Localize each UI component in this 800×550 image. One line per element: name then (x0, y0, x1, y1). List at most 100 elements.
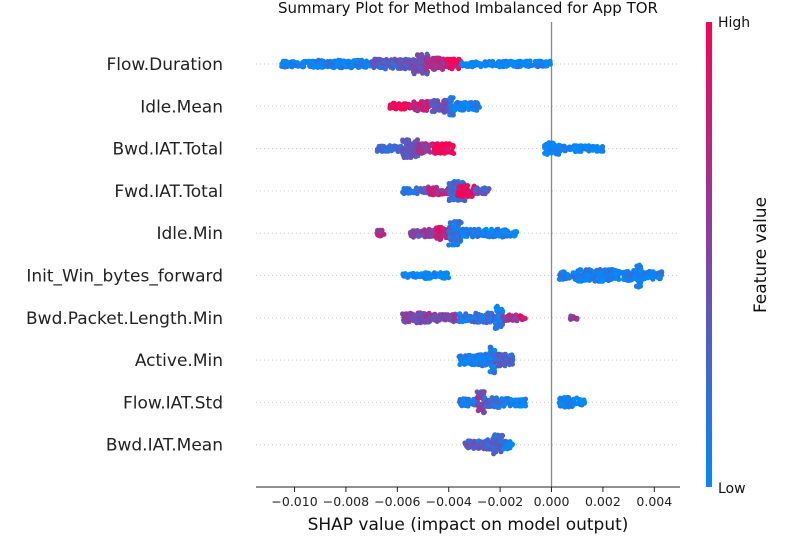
data-point (627, 271, 633, 277)
data-point (659, 270, 665, 276)
colorbar (706, 22, 712, 487)
data-point (427, 187, 432, 192)
data-point (465, 231, 471, 237)
data-point (381, 231, 387, 237)
data-point (452, 230, 458, 236)
colorbar-high-label: High (718, 15, 750, 31)
data-point (465, 398, 471, 404)
data-point (404, 146, 410, 152)
data-point (437, 237, 443, 243)
data-point (413, 312, 419, 318)
data-point (336, 57, 342, 63)
data-point (460, 397, 466, 403)
data-point (499, 432, 505, 438)
data-point (492, 370, 497, 376)
data-point (443, 314, 449, 320)
data-point (556, 276, 562, 282)
data-point (411, 67, 417, 73)
data-point (377, 147, 383, 153)
feature-label: Bwd.IAT.Total (112, 140, 223, 160)
data-point (451, 57, 456, 63)
data-point (480, 230, 485, 236)
data-point (279, 61, 285, 67)
data-point (456, 189, 461, 195)
data-point (418, 311, 424, 317)
data-point (488, 363, 494, 369)
data-point (497, 307, 503, 312)
data-point (374, 57, 380, 63)
data-point (571, 396, 577, 402)
data-point (311, 64, 317, 70)
data-point (577, 277, 583, 283)
data-point (502, 62, 508, 68)
data-point (500, 228, 506, 234)
data-point (503, 317, 509, 323)
data-point (592, 273, 598, 279)
data-point (469, 362, 475, 368)
data-point (422, 107, 428, 112)
data-point (363, 64, 369, 70)
data-point (622, 272, 628, 278)
data-point (510, 441, 516, 447)
data-point (476, 319, 482, 325)
data-point (483, 399, 489, 405)
x-tick-label: 0.002 (585, 494, 621, 509)
data-point (534, 63, 540, 69)
data-point (492, 348, 498, 353)
data-point (400, 150, 405, 156)
data-point (487, 369, 493, 375)
data-point (590, 143, 596, 149)
data-point (325, 59, 331, 65)
data-point (439, 65, 445, 71)
data-point (571, 146, 577, 152)
colorbar-low-label: Low (718, 481, 746, 497)
data-point (345, 62, 351, 68)
data-point (460, 319, 466, 325)
data-point (509, 59, 515, 65)
data-point (488, 229, 494, 235)
data-point (414, 319, 420, 325)
data-point (377, 65, 383, 71)
feature-label: Bwd.Packet.Length.Min (26, 309, 223, 329)
data-point (525, 59, 531, 65)
data-point (445, 62, 451, 68)
data-point (463, 442, 469, 448)
data-point (584, 272, 590, 278)
data-point (301, 64, 307, 70)
data-point (395, 149, 401, 155)
data-point (424, 232, 430, 238)
data-point (297, 63, 303, 69)
data-point (551, 147, 557, 153)
data-point (499, 398, 504, 404)
x-tick-label: −0.010 (271, 494, 317, 509)
data-point (578, 149, 583, 154)
data-point (471, 319, 477, 325)
data-point (514, 318, 520, 324)
feature-label: Bwd.IAT.Mean (106, 436, 223, 456)
data-point (448, 98, 454, 104)
data-point (463, 313, 469, 319)
data-point (500, 234, 506, 240)
colorbar-title: Feature value (751, 197, 771, 313)
x-tick-label: 0.000 (534, 494, 570, 509)
x-tick-label: −0.004 (426, 494, 472, 509)
feature-label: Active.Min (135, 351, 223, 371)
data-point (317, 64, 323, 70)
feature-label: Flow.IAT.Std (123, 393, 223, 413)
data-point (441, 100, 447, 106)
data-point (484, 316, 490, 321)
data-point (450, 144, 456, 150)
data-point (557, 396, 563, 402)
data-point (492, 325, 498, 331)
data-point (475, 362, 481, 367)
data-point (597, 273, 603, 279)
data-point (578, 143, 584, 149)
x-tick-label: 0.004 (636, 494, 672, 509)
data-point (457, 362, 463, 368)
data-point (337, 65, 343, 71)
data-point (487, 404, 493, 409)
data-point (447, 220, 453, 226)
data-point (596, 146, 602, 152)
x-tick-label: −0.008 (323, 494, 369, 509)
data-point (436, 317, 442, 323)
